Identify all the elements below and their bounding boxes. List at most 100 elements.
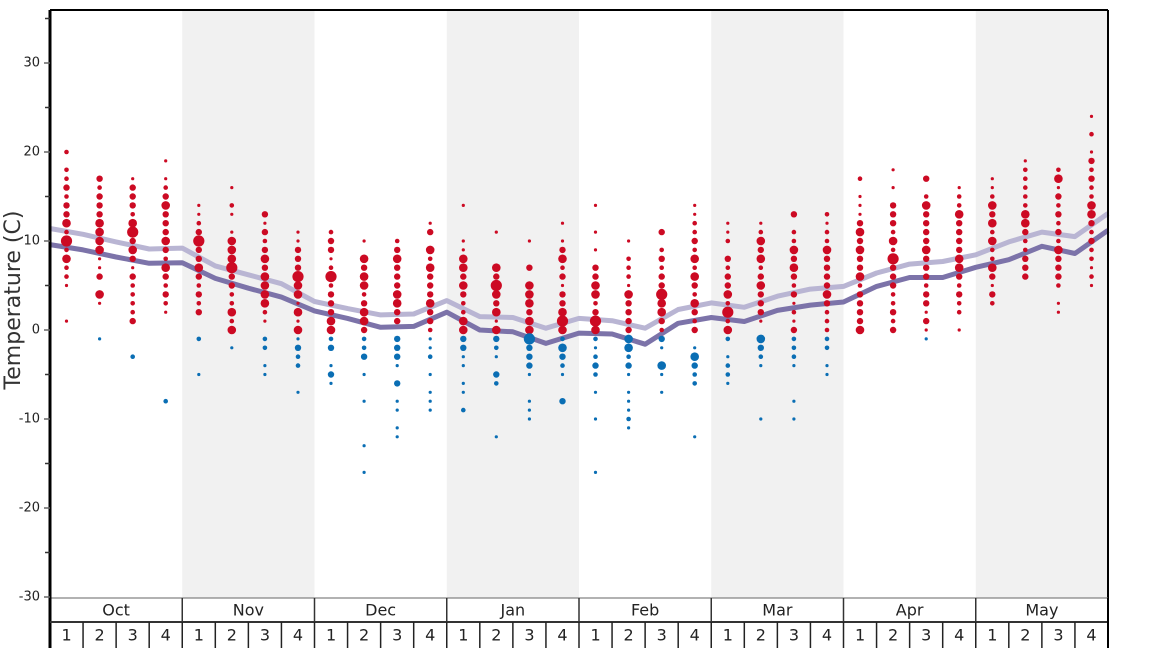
data-point (988, 236, 997, 246)
data-point (692, 247, 697, 253)
data-point (428, 221, 432, 225)
data-point (362, 372, 366, 377)
data-point (394, 264, 401, 271)
month-label: Jan (500, 601, 526, 620)
data-point (394, 344, 401, 351)
data-point (196, 301, 202, 306)
data-point (96, 175, 103, 182)
data-point (461, 203, 465, 207)
data-point (693, 212, 697, 216)
data-point (692, 292, 697, 297)
data-point (97, 185, 102, 190)
data-point (394, 246, 401, 254)
data-point (923, 211, 930, 218)
week-labels: 1 2 3 4 1 2 3 4 1 2 3 4 1 2 3 4 1 2 3 4 1 2 3 4 1 2 3 4 1 2 3 4 (61, 626, 1096, 645)
data-point (328, 229, 334, 235)
data-point (196, 220, 202, 226)
data-point (1088, 237, 1095, 245)
data-point (129, 317, 136, 325)
data-point (890, 318, 896, 324)
data-point (956, 301, 962, 306)
data-point (328, 265, 334, 271)
data-point (889, 282, 897, 289)
data-point (558, 343, 567, 353)
data-point (823, 282, 831, 289)
data-point (427, 317, 434, 325)
data-point (195, 246, 202, 254)
week-label: 2 (1020, 626, 1030, 645)
data-point (229, 301, 235, 306)
data-point (890, 301, 896, 306)
data-point (230, 230, 234, 234)
week-label: 2 (95, 626, 105, 645)
data-point (427, 282, 434, 289)
data-point (923, 317, 930, 325)
data-point (725, 265, 731, 271)
data-point (492, 307, 501, 317)
y-tick-label: 30 (23, 56, 40, 71)
data-point (461, 239, 465, 243)
data-point (923, 220, 930, 227)
y-axis-label: Temperature (C) (1, 211, 26, 391)
data-point (690, 254, 699, 264)
data-point (295, 354, 301, 360)
data-point (824, 345, 830, 351)
data-point (130, 292, 135, 297)
data-point (96, 211, 103, 218)
data-point (1089, 131, 1094, 137)
data-point (658, 273, 665, 280)
data-point (592, 273, 599, 280)
week-label: 2 (359, 626, 369, 645)
data-point (789, 245, 799, 255)
data-point (294, 264, 302, 271)
data-point (493, 273, 500, 280)
week-label: 1 (194, 626, 204, 645)
data-point (459, 254, 468, 264)
data-point (593, 248, 598, 252)
data-point (392, 290, 402, 299)
data-point (756, 334, 766, 344)
data-point (195, 228, 202, 236)
data-point (759, 364, 763, 368)
data-point (726, 381, 730, 385)
data-point (296, 230, 300, 234)
data-point (292, 271, 304, 283)
data-point (556, 315, 569, 327)
data-point (725, 372, 731, 377)
week-label: 2 (888, 626, 898, 645)
data-point (559, 273, 566, 280)
data-point (294, 255, 302, 262)
data-point (593, 336, 598, 342)
data-point (856, 309, 864, 316)
data-point (990, 301, 995, 306)
data-point (889, 309, 897, 316)
data-point (1088, 175, 1095, 182)
data-point (692, 229, 697, 235)
data-point (657, 307, 666, 317)
data-point (591, 281, 600, 290)
data-point (95, 236, 104, 246)
data-point (1055, 211, 1062, 218)
data-point (1089, 167, 1094, 173)
data-point (461, 364, 465, 368)
week-label: 1 (987, 626, 997, 645)
data-point (988, 201, 997, 210)
data-point (230, 346, 234, 350)
data-point (162, 228, 169, 236)
data-point (988, 263, 997, 273)
data-point (293, 290, 303, 299)
week-label: 4 (690, 626, 700, 645)
week-label: 2 (756, 626, 766, 645)
data-point (394, 282, 401, 289)
week-label: 4 (425, 626, 435, 645)
data-point (559, 353, 566, 360)
data-point (163, 398, 168, 404)
data-point (660, 346, 664, 350)
data-point (492, 290, 501, 299)
data-point (162, 273, 169, 280)
data-point (956, 273, 963, 280)
data-point (359, 281, 369, 290)
data-point (691, 309, 698, 316)
data-point (856, 255, 864, 262)
data-point (989, 291, 996, 298)
